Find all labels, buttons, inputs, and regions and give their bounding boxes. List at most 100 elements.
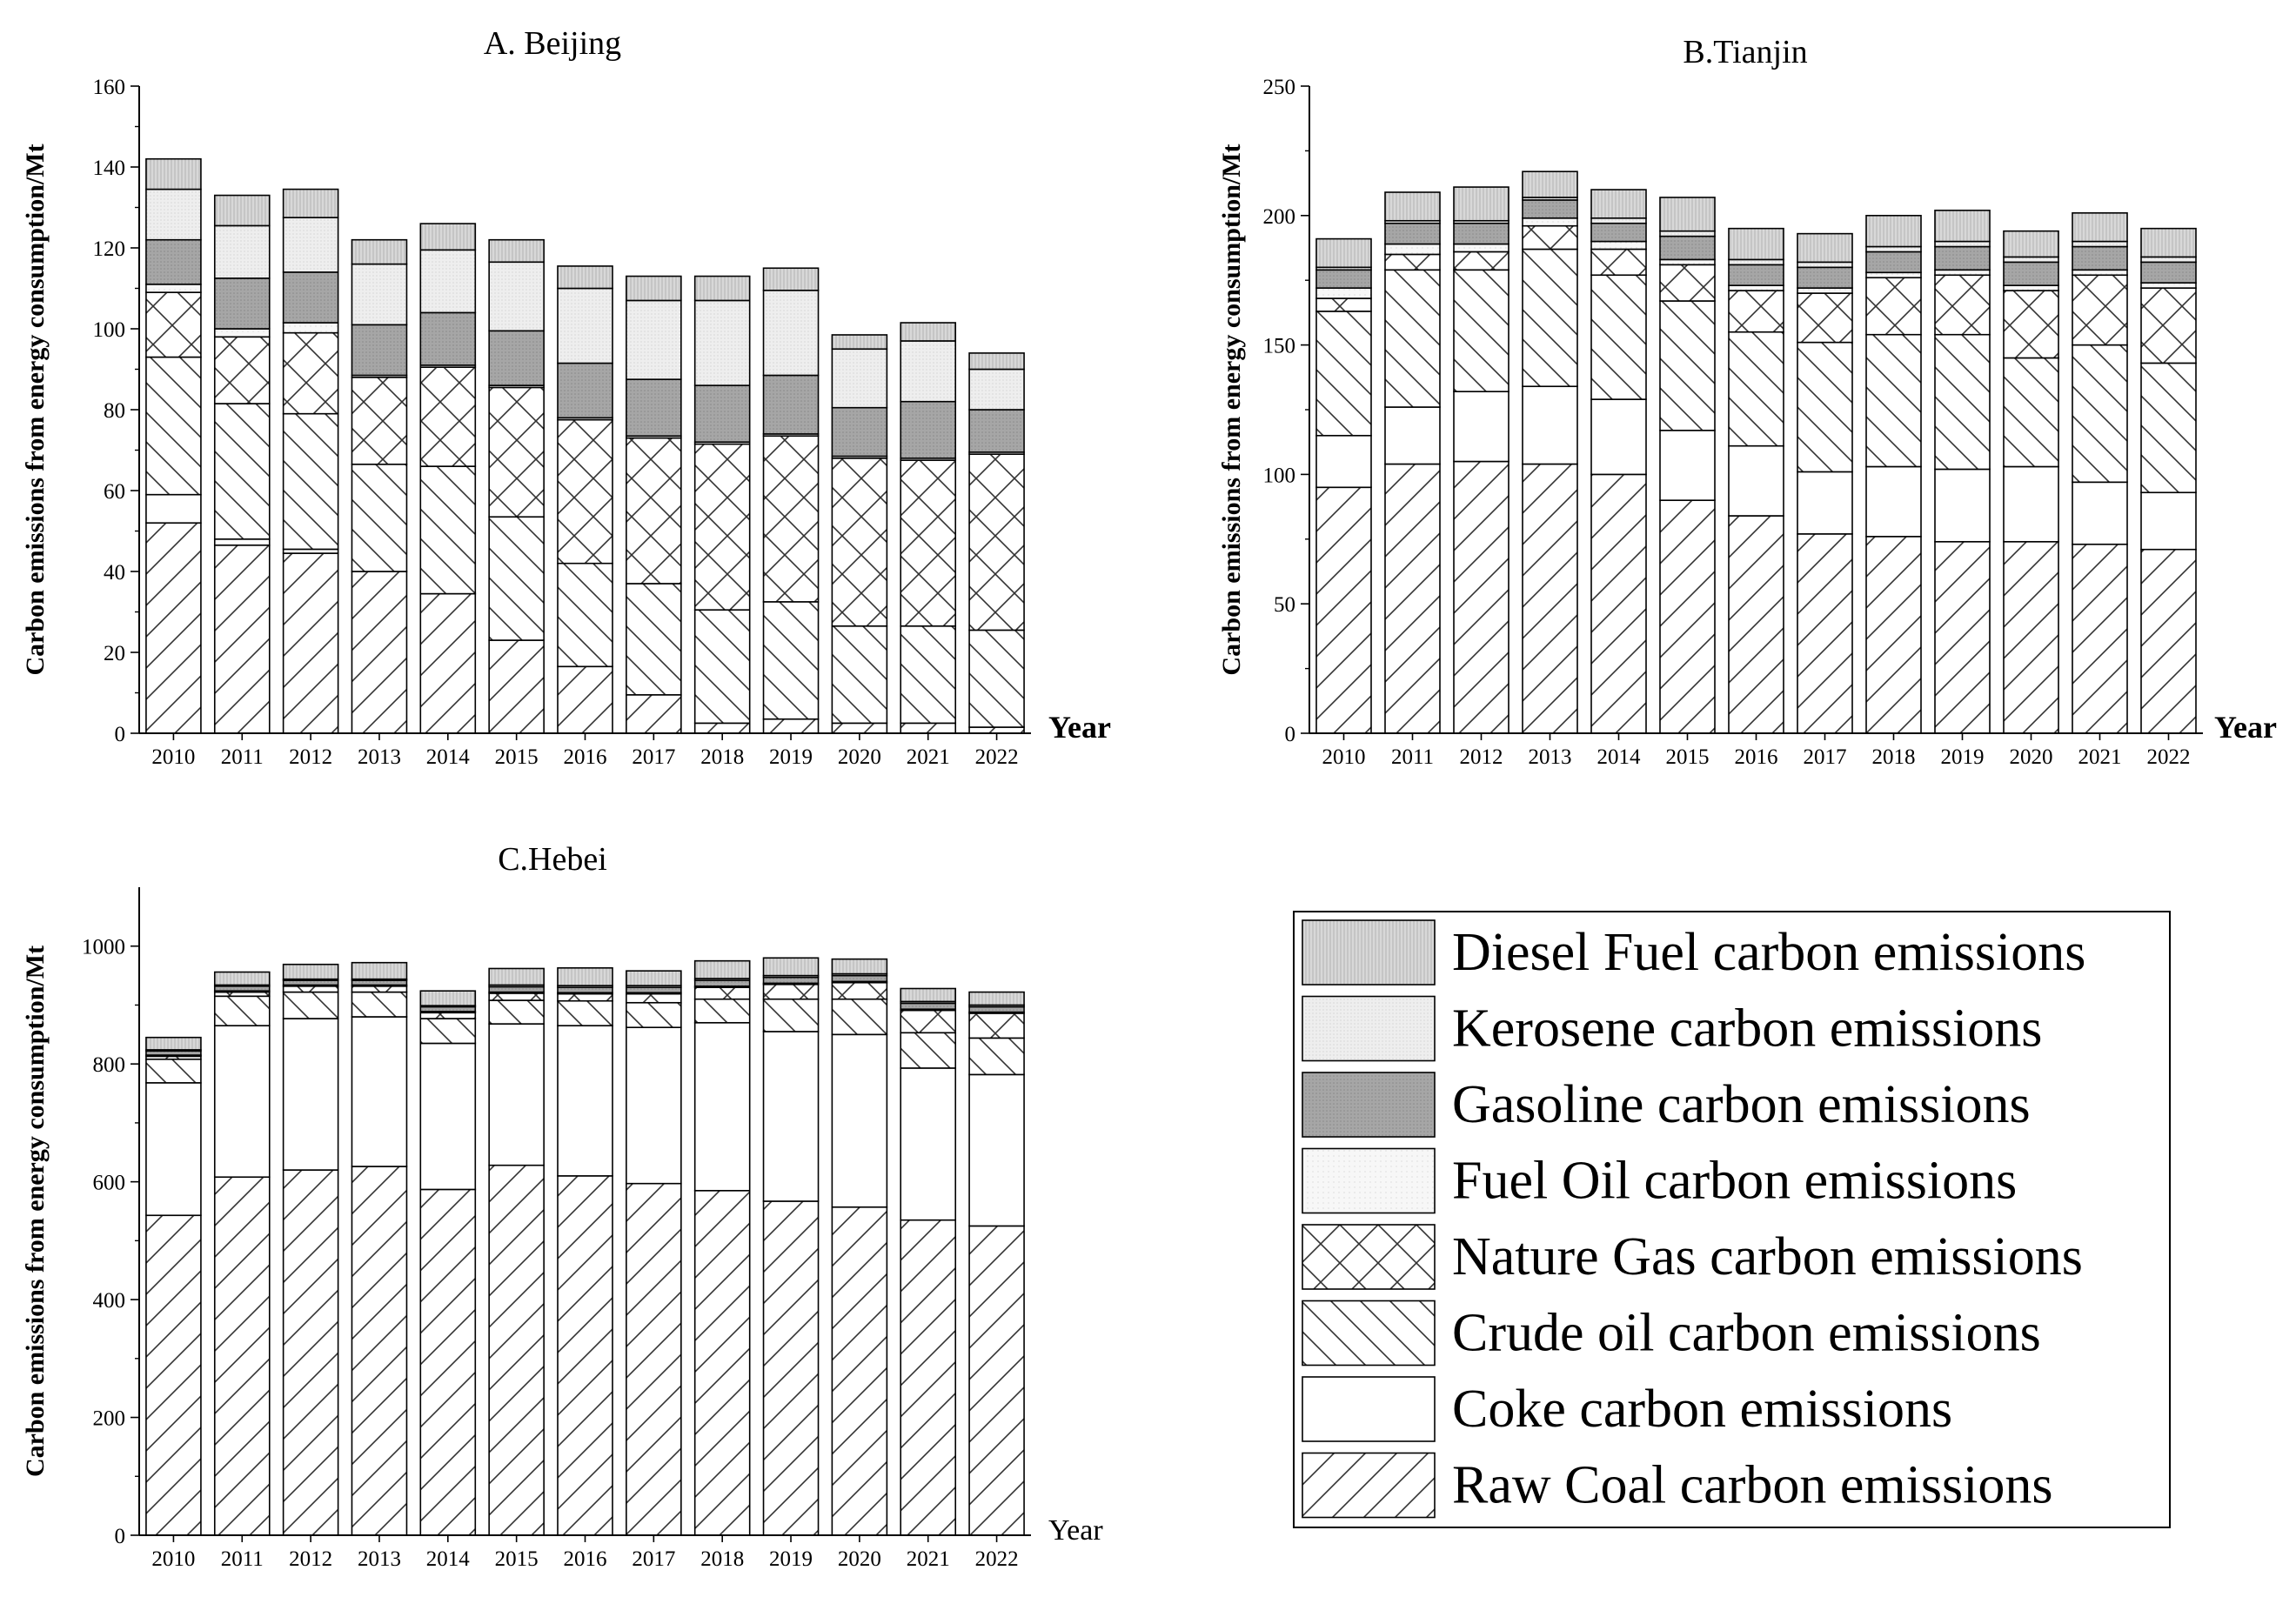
bar-segment-diesel-2011: [213, 194, 271, 227]
y-tick-label: 400: [93, 1289, 126, 1313]
bar-segment-fueloil-2016: [1728, 284, 1784, 291]
bar-segment-kerosene-2021: [2072, 240, 2128, 248]
bar-segment-coke-2021: [900, 1067, 957, 1221]
x-tick-label: 2016: [564, 1547, 607, 1571]
bar-segment-gasoline-2014: [1590, 222, 1647, 243]
bar-segment-coke-2020: [831, 1033, 888, 1208]
y-tick-label: 200: [93, 1407, 126, 1431]
bar-segment-gasoline-2020: [831, 974, 888, 983]
bar-segment-fueloil-2014: [1590, 240, 1647, 251]
x-tick-label: 2013: [1529, 745, 1572, 769]
legend-label-coke: Coke carbon emissions: [1452, 1380, 1952, 1439]
bar-segment-coke-2015: [488, 1023, 545, 1166]
bar-segment-diesel-2021: [900, 322, 957, 342]
bar-segment-kerosene-2019: [762, 290, 820, 377]
bar-segment-coal-2010: [145, 522, 202, 734]
bar-segment-crude-2012: [282, 991, 339, 1019]
bar-segment-gas-2016: [557, 992, 613, 1002]
bar-segment-coke-2018: [693, 1021, 751, 1192]
bar-segment-crude-2017: [626, 583, 682, 696]
bar-segment-crude-2013: [351, 463, 408, 572]
y-tick-label: 600: [93, 1172, 126, 1195]
bar-segment-kerosene-2016: [1728, 258, 1784, 266]
bar-segment-gasoline-2021: [900, 1002, 957, 1010]
bar-segment-crude-2012: [1453, 269, 1509, 392]
y-tick-label: 140: [93, 157, 126, 180]
x-tick-label: 2018: [700, 1547, 744, 1571]
bar-segment-gas-2018: [1865, 277, 1922, 336]
bar-segment-coal-2013: [351, 571, 408, 734]
bar-segment-kerosene-2022: [968, 368, 1025, 411]
bar-segment-coal-2015: [488, 639, 545, 734]
x-tick-label: 2015: [495, 745, 539, 769]
bar-segment-diesel-2019: [762, 957, 820, 977]
bar-segment-coal-2021: [900, 722, 957, 734]
bar-segment-coal-2018: [1865, 536, 1922, 734]
bar-segment-kerosene-2017: [1797, 261, 1853, 269]
x-tick-label: 2022: [975, 745, 1019, 769]
bar-segment-coal-2011: [213, 1176, 271, 1536]
bar-segment-coal-2022: [2140, 548, 2197, 734]
bar-segment-coke-2016: [1728, 444, 1784, 517]
bar-segment-fueloil-2012: [1453, 243, 1509, 253]
bar-segment-coal-2014: [419, 592, 477, 734]
x-tick-label: 2022: [2147, 745, 2191, 769]
bar-segment-coke-2013: [351, 1016, 408, 1167]
bar-segment-fueloil-2013: [1522, 217, 1578, 227]
bar-segment-gasoline-2016: [1728, 264, 1784, 286]
bar-segment-gas-2014: [419, 1012, 477, 1019]
legend: Diesel Fuel carbon emissions Kerosene car…: [1293, 911, 2171, 1528]
x-tick-label: 2012: [1460, 745, 1503, 769]
bar-segment-gasoline-2019: [762, 976, 820, 985]
bar-segment-crude-2017: [1797, 341, 1853, 473]
x-tick-label: 2018: [700, 745, 744, 769]
bar-segment-coke-2014: [1590, 398, 1647, 476]
bar-segment-coal-2018: [693, 1189, 751, 1536]
x-tick-label: 2019: [769, 1547, 813, 1571]
legend-swatch-gasoline: [1302, 1072, 1436, 1138]
bar-segment-gas-2013: [1522, 224, 1578, 251]
bar-segment-crude-2019: [762, 998, 820, 1032]
bar-segment-kerosene-2016: [557, 287, 613, 364]
bar-segment-crude-2014: [1590, 274, 1647, 400]
bar-segment-crude-2022: [968, 1037, 1025, 1076]
bar-segment-gas-2022: [968, 453, 1025, 631]
bar-segment-gasoline-2018: [693, 384, 751, 444]
bar-segment-fueloil-2020: [2003, 284, 2059, 291]
bar-segment-fueloil-2018: [1865, 271, 1922, 279]
bar-segment-fueloil-2015: [1659, 258, 1716, 266]
bar-segment-crude-2022: [968, 629, 1025, 728]
bar-segment-coke-2015: [1659, 430, 1716, 501]
legend-label-coal: Raw Coal carbon emissions: [1452, 1456, 2053, 1515]
x-tick-label: 2015: [495, 1547, 539, 1571]
bar-segment-crude-2018: [1865, 333, 1922, 468]
bar-segment-coal-2011: [213, 544, 271, 734]
bar-segment-diesel-2010: [145, 1036, 202, 1051]
y-tick-label: 0: [115, 723, 126, 746]
bar-segment-diesel-2012: [1453, 186, 1509, 222]
bar-segment-gasoline-2010: [1315, 269, 1372, 289]
legend-swatch-diesel: [1302, 919, 1436, 986]
bar-segment-diesel-2022: [968, 991, 1025, 1006]
x-tick-label: 2016: [564, 745, 607, 769]
bar-segment-coal-2020: [2003, 540, 2059, 734]
bar-segment-coal-2014: [1590, 473, 1647, 734]
bar-segment-coal-2013: [1522, 463, 1578, 734]
bar-segment-gasoline-2021: [2072, 245, 2128, 271]
bar-segment-gas-2011: [1384, 253, 1441, 271]
bar-segment-crude-2019: [1934, 333, 1991, 471]
bar-segment-gasoline-2017: [1797, 266, 1853, 289]
bar-segment-gasoline-2020: [831, 406, 888, 458]
bar-segment-diesel-2020: [831, 334, 888, 351]
bar-segment-diesel-2012: [282, 963, 339, 980]
bar-segment-gasoline-2011: [1384, 222, 1441, 245]
bar-segment-coke-2022: [2140, 491, 2197, 551]
x-tick-label: 2014: [426, 1547, 471, 1571]
bar-segment-gas-2020: [2003, 290, 2059, 359]
bar-segment-coke-2020: [2003, 465, 2059, 543]
y-tick-label: 80: [104, 399, 125, 423]
y-axis-label: Carbon emissions from energy consumption…: [1217, 144, 1246, 675]
chart-panel-2: 2010 2011 2012 2013 2014 2015 2016 2017 2018 2019…: [1217, 34, 2277, 769]
bar-segment-gas-2020: [831, 981, 888, 1000]
legend-frame: [1293, 911, 2171, 1528]
